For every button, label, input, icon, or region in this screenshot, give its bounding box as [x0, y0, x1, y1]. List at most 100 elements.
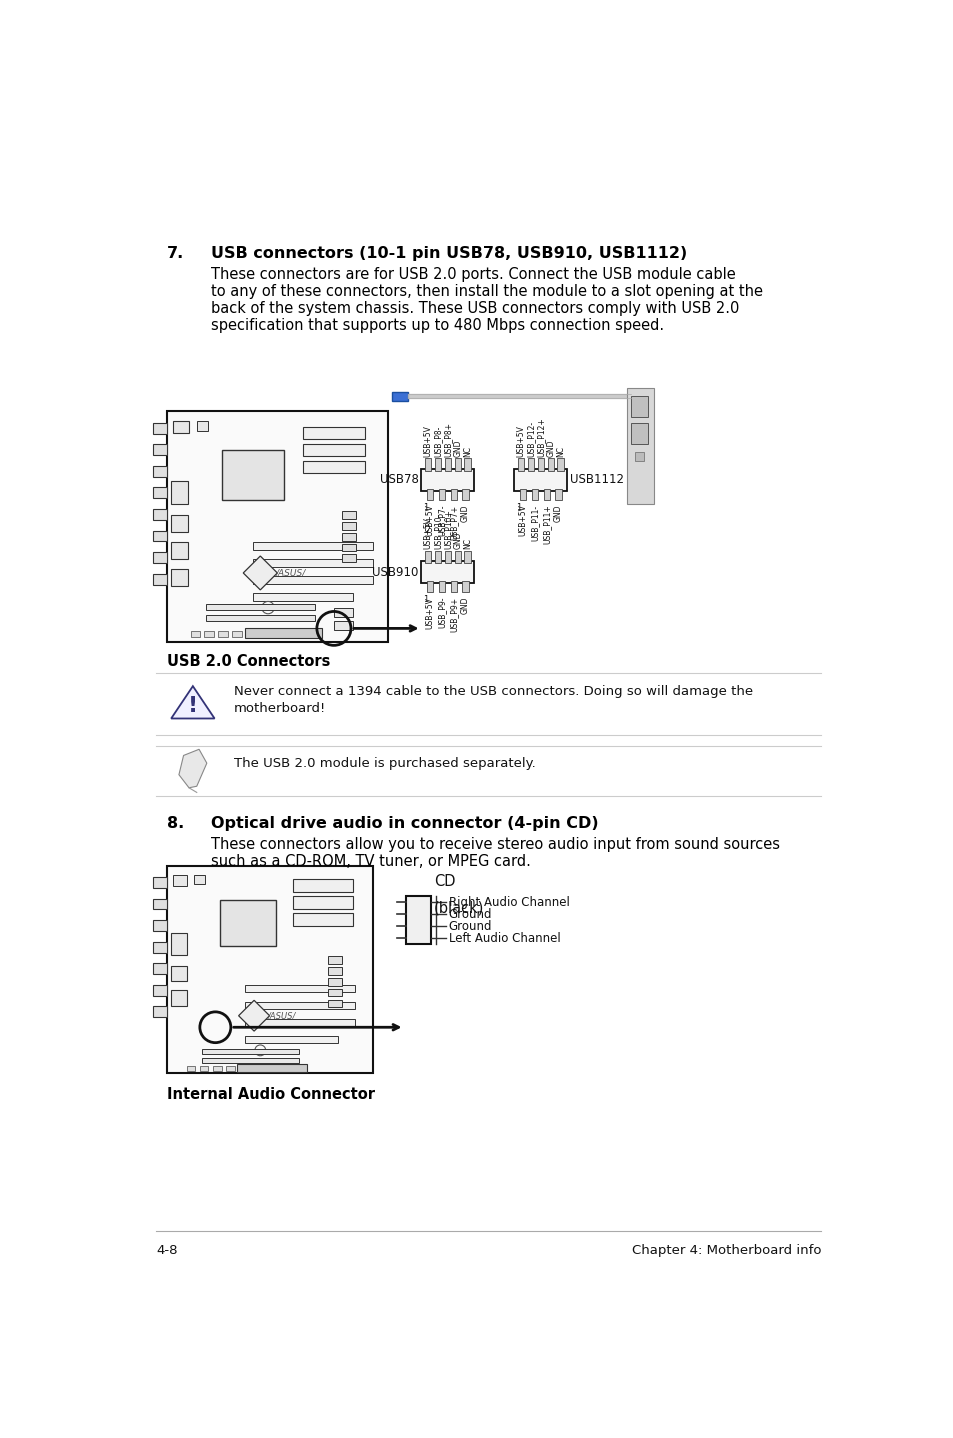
Bar: [435, 551, 440, 562]
Bar: [438, 489, 445, 500]
Bar: [220, 900, 275, 946]
Bar: [245, 985, 355, 992]
Text: These connectors are for USB 2.0 ports. Connect the USB module cable: These connectors are for USB 2.0 ports. …: [211, 267, 735, 282]
Bar: [236, 1064, 307, 1071]
Text: (black): (black): [434, 900, 484, 915]
Bar: [191, 631, 199, 637]
Bar: [454, 551, 460, 562]
Text: Chapter 4: Motherboard info: Chapter 4: Motherboard info: [631, 1244, 821, 1257]
Bar: [199, 1066, 208, 1071]
Bar: [245, 1002, 355, 1009]
Text: 8.: 8.: [167, 815, 184, 831]
Text: USB 2.0 Connectors: USB 2.0 Connectors: [167, 654, 331, 669]
Bar: [293, 880, 353, 892]
Text: back of the system chassis. These USB connectors comply with USB 2.0: back of the system chassis. These USB co…: [211, 301, 739, 316]
Text: USB_P11-: USB_P11-: [530, 505, 538, 541]
Bar: [153, 920, 167, 930]
Bar: [425, 551, 431, 562]
Bar: [537, 459, 543, 470]
Text: NC: NC: [462, 538, 472, 549]
Text: Right Audio Channel: Right Audio Channel: [448, 896, 569, 909]
Bar: [303, 427, 365, 439]
Bar: [543, 489, 549, 500]
Bar: [153, 531, 167, 541]
Text: USB_P8-: USB_P8-: [433, 426, 442, 457]
Bar: [153, 877, 167, 887]
Text: USB_P8+: USB_P8+: [443, 421, 452, 457]
Bar: [202, 1058, 298, 1064]
Text: /ASUS/: /ASUS/: [268, 1011, 296, 1020]
Bar: [245, 628, 322, 637]
Text: Never connect a 1394 cable to the USB connectors. Doing so will damage the: Never connect a 1394 cable to the USB co…: [233, 684, 752, 697]
Text: GND: GND: [453, 439, 461, 457]
Bar: [167, 866, 373, 1073]
Bar: [171, 991, 187, 1005]
Bar: [341, 544, 355, 551]
Bar: [303, 443, 365, 456]
Bar: [153, 552, 167, 562]
Bar: [153, 466, 167, 477]
Text: 1: 1: [516, 503, 520, 512]
Text: /ASUS/: /ASUS/: [275, 568, 306, 578]
Bar: [547, 459, 553, 470]
Bar: [334, 608, 353, 617]
Bar: [171, 966, 187, 981]
Bar: [153, 942, 167, 952]
Bar: [173, 420, 189, 433]
Bar: [194, 874, 205, 884]
Bar: [226, 1066, 234, 1071]
Bar: [153, 509, 167, 519]
Text: GND: GND: [460, 505, 470, 522]
Text: USB connectors (10-1 pin USB78, USB910, USB1112): USB connectors (10-1 pin USB78, USB910, …: [211, 246, 686, 260]
Bar: [206, 604, 314, 610]
Bar: [517, 459, 524, 470]
Bar: [425, 459, 431, 470]
Text: USB_P10+: USB_P10+: [443, 509, 452, 549]
Text: GND: GND: [546, 439, 555, 457]
Bar: [218, 631, 228, 637]
Bar: [444, 551, 451, 562]
Bar: [153, 487, 167, 499]
Bar: [239, 1066, 248, 1071]
Bar: [153, 1007, 167, 1017]
Bar: [450, 581, 456, 592]
Polygon shape: [171, 686, 214, 719]
Bar: [450, 489, 456, 500]
Text: These connectors allow you to receive stereo audio input from sound sources: These connectors allow you to receive st…: [211, 837, 779, 853]
Bar: [462, 581, 468, 592]
Bar: [173, 874, 187, 886]
Bar: [427, 581, 433, 592]
Text: Ground: Ground: [448, 907, 492, 920]
Bar: [253, 559, 373, 567]
Bar: [464, 551, 470, 562]
Bar: [341, 555, 355, 562]
Bar: [634, 452, 643, 462]
Bar: [253, 542, 373, 549]
Bar: [454, 459, 460, 470]
Bar: [153, 963, 167, 974]
Bar: [328, 978, 342, 985]
Text: specification that supports up to 480 Mbps connection speed.: specification that supports up to 480 Mb…: [211, 318, 663, 334]
Bar: [202, 1048, 298, 1054]
Text: Optical drive audio in connector (4-pin CD): Optical drive audio in connector (4-pin …: [211, 815, 598, 831]
Text: USB_P12+: USB_P12+: [536, 417, 545, 457]
Bar: [171, 480, 188, 503]
Bar: [438, 581, 445, 592]
Bar: [196, 420, 208, 431]
Text: to any of these connectors, then install the module to a slot opening at the: to any of these connectors, then install…: [211, 285, 761, 299]
Bar: [245, 1035, 337, 1043]
Bar: [630, 423, 647, 444]
Bar: [334, 621, 353, 630]
Bar: [245, 1018, 355, 1025]
Text: USB_P9-: USB_P9-: [437, 597, 446, 628]
Bar: [206, 615, 314, 621]
Bar: [392, 393, 407, 401]
Polygon shape: [243, 557, 277, 590]
Bar: [293, 896, 353, 909]
Bar: [171, 933, 187, 955]
Text: GND: GND: [460, 597, 470, 614]
Text: !: !: [188, 696, 197, 716]
Bar: [328, 968, 342, 975]
Bar: [260, 631, 270, 637]
Bar: [341, 512, 355, 519]
